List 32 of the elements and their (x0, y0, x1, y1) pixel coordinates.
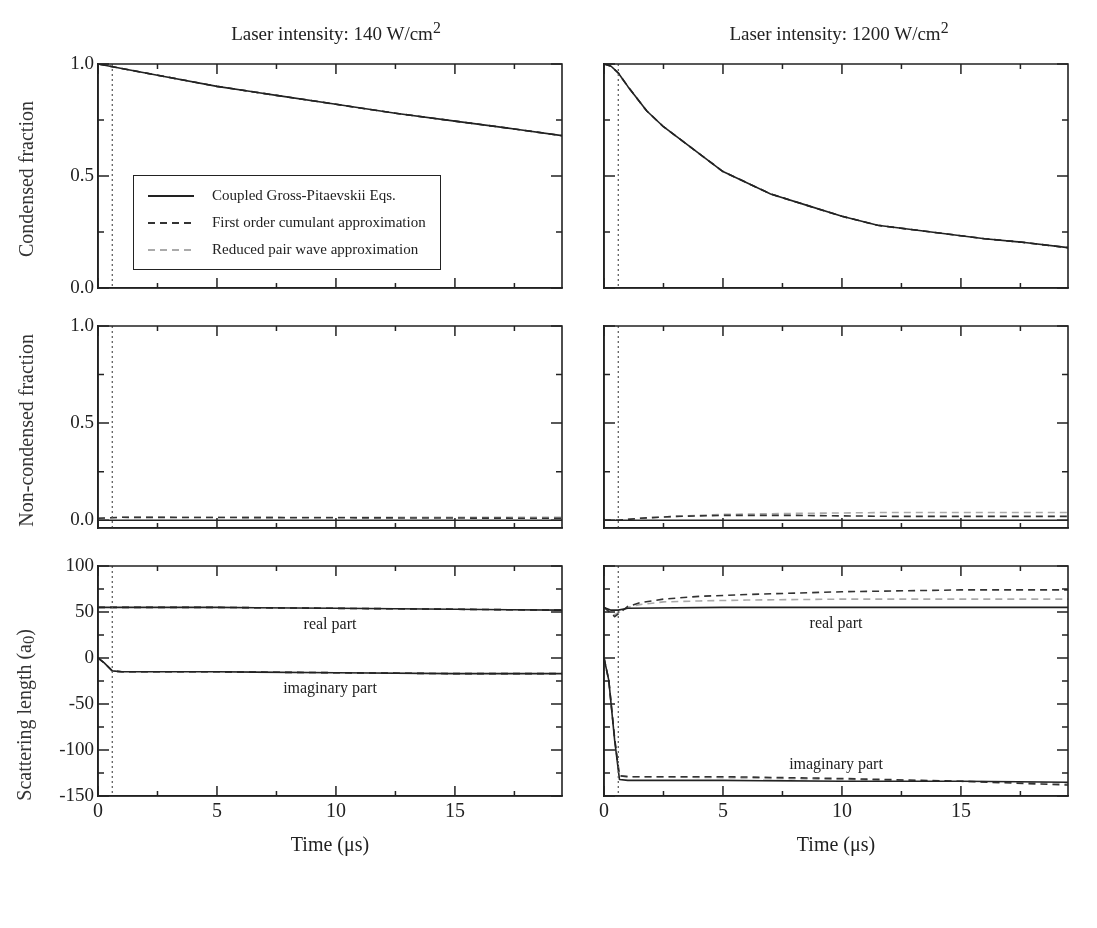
x-tick-label: 5 (717, 799, 728, 822)
y-tick-label: 0 (84, 645, 94, 667)
y-tick-label: 0.5 (70, 163, 94, 185)
x-tick-label: 0 (599, 799, 609, 822)
annotation: imaginary part (283, 678, 378, 697)
y-tick-label: -150 (59, 783, 94, 805)
y-tick-label: 0.5 (70, 411, 94, 433)
y-tick-label: -100 (59, 737, 94, 759)
legend-label: First order cumulant approximation (212, 214, 426, 231)
y-tick-label: 1.0 (70, 313, 94, 335)
x-tick-label: 15 (444, 799, 465, 822)
y-tick-label: -50 (68, 691, 94, 713)
x-tick-label: 15 (950, 799, 971, 822)
annotation: real part (809, 613, 863, 632)
y-tick-label: 100 (65, 553, 94, 575)
legend-label: Coupled Gross-Pitaevskii Eqs. (212, 187, 396, 204)
x-tick-label: 10 (325, 799, 346, 822)
x-axis-title: Time (μs) (796, 833, 876, 857)
chart-title: Laser intensity: 140 W/cm$^{2}$ (230, 18, 442, 47)
annotation: real part (303, 614, 357, 633)
x-axis-title: Time (μs) (290, 833, 370, 857)
y-tick-label: 50 (75, 599, 94, 621)
x-tick-label: 10 (831, 799, 852, 822)
x-tick-label: 5 (211, 799, 222, 822)
y-axis-title: Non-condensed fraction (14, 333, 38, 527)
y-tick-label: 1.0 (70, 51, 94, 73)
y-tick-label: 0.0 (70, 275, 94, 297)
legend-label: Reduced pair wave approximation (212, 241, 419, 258)
y-axis-title: Condensed fraction (14, 100, 38, 258)
annotation: imaginary part (789, 755, 884, 774)
y-tick-label: 0.0 (70, 508, 94, 530)
chart-title: Laser intensity: 1200 W/cm$^{2}$ (728, 18, 950, 47)
